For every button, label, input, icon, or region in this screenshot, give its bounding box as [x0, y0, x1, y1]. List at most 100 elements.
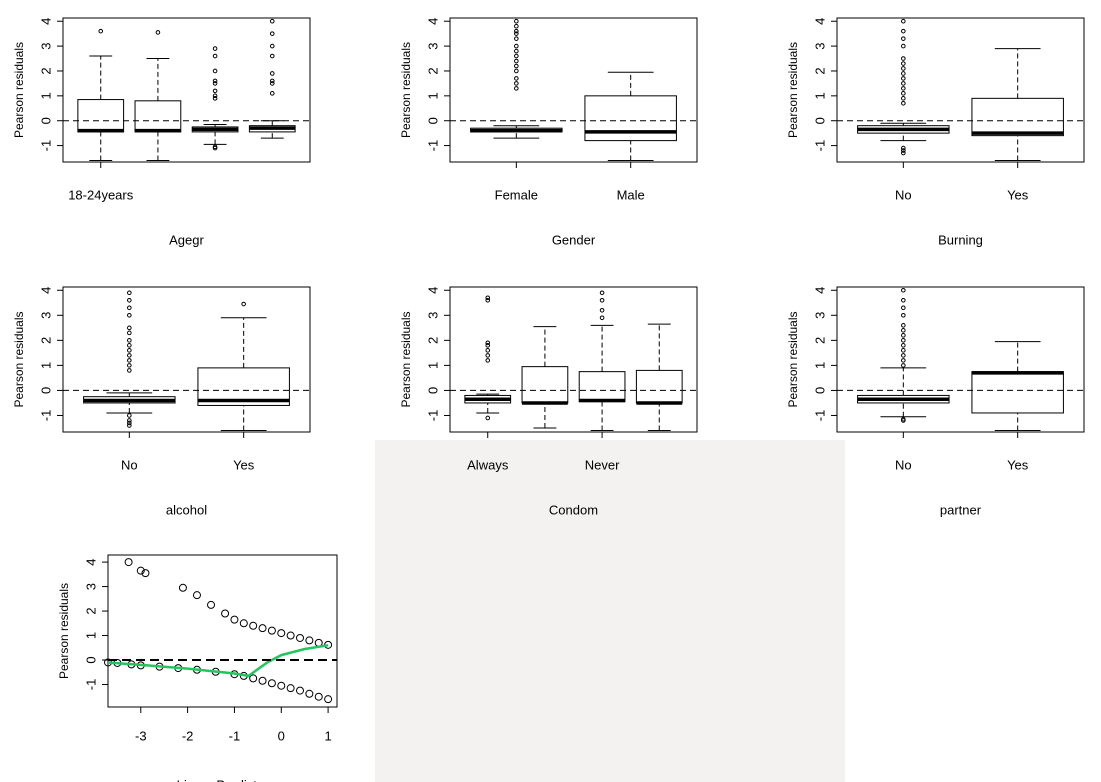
point [258, 676, 267, 685]
outlier [901, 150, 906, 156]
outlier [901, 418, 906, 423]
outlier [127, 348, 132, 353]
y-tick-label: -1 [38, 410, 53, 422]
outlier [485, 353, 491, 358]
x-tick-label: No [895, 457, 912, 472]
outlier [514, 86, 519, 91]
box [584, 95, 677, 142]
outlier [901, 81, 906, 86]
outlier [514, 81, 519, 86]
outlier [901, 76, 906, 81]
x-tick-label: Never [585, 457, 620, 472]
point [124, 558, 133, 567]
outlier [212, 93, 218, 99]
outlier [485, 340, 491, 346]
box [134, 100, 182, 133]
outlier [901, 297, 906, 303]
point [296, 633, 305, 642]
point [305, 636, 314, 645]
plot-frame [836, 286, 1085, 433]
outlier [901, 28, 906, 34]
outlier [485, 343, 491, 348]
outlier [901, 343, 906, 348]
outlier [599, 307, 605, 313]
outlier [901, 86, 906, 91]
x-axis-label: Burning [938, 232, 983, 247]
outlier [485, 295, 491, 301]
outlier [269, 43, 275, 49]
y-tick-label: -1 [812, 410, 827, 422]
x-axis-label: Gender [552, 232, 596, 247]
y-tick-label: -1 [83, 679, 98, 691]
x-tick-label: -1 [229, 728, 241, 743]
y-tick-label: -1 [425, 410, 440, 422]
outlier [514, 53, 519, 59]
x-tick-label: 1 [324, 728, 331, 743]
outlier [599, 297, 605, 303]
y-tick-label: 4 [38, 287, 53, 294]
point [230, 615, 239, 624]
y-tick-label: 0 [38, 387, 53, 394]
outlier [98, 28, 104, 34]
y-tick-label: 3 [425, 312, 440, 319]
outlier [127, 420, 132, 426]
y-tick-label: 1 [38, 92, 53, 99]
y-tick-label: 2 [425, 67, 440, 74]
outlier [599, 315, 605, 321]
outlier [514, 31, 519, 36]
outlier [901, 358, 906, 363]
outlier [127, 312, 132, 318]
outlier [127, 297, 132, 303]
outlier [901, 333, 906, 338]
y-axis-label: Pearson residuals [786, 311, 800, 407]
y-tick-label: -1 [425, 140, 440, 152]
x-tick-label: -3 [135, 728, 147, 743]
y-tick-label: 0 [812, 117, 827, 124]
outlier [212, 53, 218, 59]
x-axis-label: Linear Predictor [177, 777, 269, 782]
point [178, 583, 187, 592]
outlier [901, 71, 906, 76]
x-tick-label: 0 [278, 728, 285, 743]
x-axis-label: alcohol [166, 502, 207, 517]
y-axis-label: Pearson residuals [12, 42, 26, 138]
y-tick-label: 4 [83, 558, 98, 565]
outlier [901, 101, 906, 106]
y-tick-label: 3 [38, 42, 53, 49]
outlier [901, 305, 906, 311]
outlier [127, 413, 132, 418]
y-tick-label: 2 [38, 67, 53, 74]
outlier [901, 18, 906, 24]
plot-frame [62, 17, 311, 163]
point [249, 674, 258, 683]
y-tick-label: 3 [812, 42, 827, 49]
point [141, 569, 150, 578]
outlier [514, 43, 519, 49]
y-axis-label: Pearson residuals [12, 311, 26, 407]
outlier [127, 338, 132, 343]
y-tick-label: 4 [38, 18, 53, 25]
y-tick-label: 0 [812, 387, 827, 394]
point [286, 684, 295, 693]
y-tick-label: 0 [83, 656, 98, 663]
y-tick-label: 0 [38, 117, 53, 124]
outlier [514, 68, 519, 74]
outlier [127, 368, 132, 373]
outlier [514, 28, 519, 34]
point [267, 679, 276, 688]
outlier [127, 353, 132, 358]
point [314, 692, 323, 701]
outlier [485, 415, 491, 421]
outlier [212, 78, 218, 84]
outlier [514, 18, 519, 24]
y-tick-label: 3 [83, 583, 98, 590]
y-tick-label: 1 [425, 362, 440, 369]
outlier [127, 290, 132, 296]
y-axis-label: Pearson residuals [786, 42, 800, 138]
x-tick-label: Yes [233, 457, 255, 472]
point [221, 609, 230, 618]
outlier [901, 323, 906, 328]
point [207, 600, 216, 609]
